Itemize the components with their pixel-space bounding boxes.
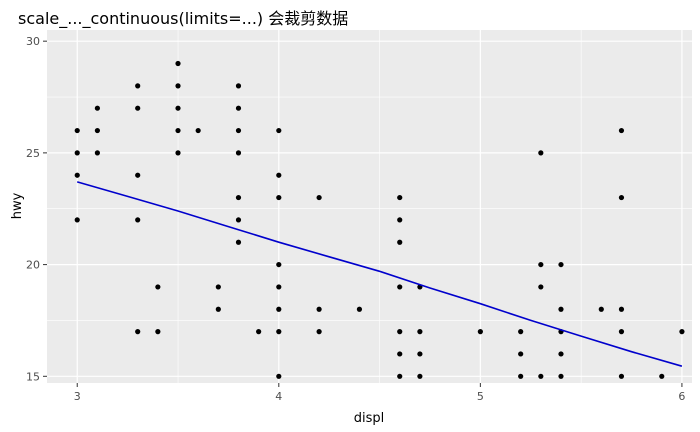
- data-point: [135, 105, 141, 111]
- x-tick-label: 5: [477, 390, 484, 403]
- data-point: [558, 373, 564, 379]
- data-point: [558, 306, 564, 312]
- data-point: [135, 217, 141, 223]
- data-point: [397, 284, 403, 290]
- data-point: [659, 373, 665, 379]
- x-tick-label: 6: [678, 390, 685, 403]
- data-point: [175, 60, 181, 67]
- y-tick-label: 30: [26, 35, 40, 48]
- y-tick-label: 20: [26, 259, 40, 272]
- data-point: [74, 172, 80, 178]
- y-axis-ticks: 15 20 25 30: [26, 35, 47, 383]
- data-point: [518, 351, 524, 357]
- data-point: [518, 329, 524, 335]
- data-point: [397, 217, 403, 223]
- data-point: [215, 306, 221, 312]
- y-axis-title: hwy: [10, 192, 25, 219]
- data-point: [538, 284, 544, 290]
- x-tick-label: 3: [74, 390, 81, 403]
- data-point: [175, 127, 181, 134]
- data-point: [618, 194, 625, 201]
- data-point: [397, 329, 403, 335]
- data-point: [538, 373, 544, 379]
- data-point: [618, 329, 625, 335]
- data-point: [397, 373, 403, 379]
- chart-title: scale_..._continuous(limits=...) 会裁剪数据: [18, 9, 349, 28]
- data-point: [316, 329, 322, 335]
- data-point: [538, 261, 544, 268]
- data-point: [276, 284, 282, 290]
- data-point: [235, 127, 242, 134]
- data-point: [155, 329, 161, 335]
- data-point: [74, 150, 80, 156]
- data-point: [175, 150, 181, 156]
- data-point: [94, 105, 100, 111]
- data-point: [195, 127, 201, 134]
- data-point: [558, 261, 564, 268]
- data-point: [276, 127, 282, 134]
- data-point: [94, 127, 100, 134]
- data-point: [316, 194, 322, 201]
- data-point: [618, 373, 625, 379]
- data-point: [94, 150, 100, 156]
- data-point: [135, 83, 141, 89]
- data-point: [558, 351, 564, 357]
- data-point: [155, 284, 161, 290]
- major-gridlines: [47, 30, 692, 383]
- x-axis-title: displ: [354, 411, 385, 426]
- data-point: [276, 329, 282, 335]
- data-point: [679, 329, 685, 335]
- data-point: [618, 306, 625, 312]
- data-point: [276, 261, 282, 268]
- data-point: [417, 373, 423, 379]
- data-point: [276, 194, 282, 201]
- data-point: [618, 127, 625, 134]
- data-point: [74, 217, 80, 223]
- fit-line: [76, 181, 683, 367]
- data-points: [74, 60, 685, 379]
- minor-gridlines: [47, 30, 692, 383]
- data-point: [538, 150, 544, 156]
- data-point: [215, 284, 221, 290]
- data-point: [276, 373, 282, 379]
- data-point: [235, 194, 242, 201]
- x-axis-ticks: 3 4 5 6: [74, 383, 685, 403]
- data-point: [235, 217, 242, 223]
- data-point: [175, 83, 181, 89]
- x-tick-label: 4: [275, 390, 282, 403]
- data-point: [518, 373, 524, 379]
- data-point: [598, 306, 604, 312]
- fit-line-group: [76, 181, 683, 367]
- plot-panel: [47, 30, 692, 383]
- data-point: [135, 329, 141, 335]
- data-point: [316, 306, 322, 312]
- data-point: [235, 105, 242, 111]
- data-point: [417, 329, 423, 335]
- data-point: [276, 306, 282, 312]
- data-point: [175, 105, 181, 111]
- data-point: [235, 150, 242, 156]
- data-point: [135, 172, 141, 178]
- data-point: [356, 306, 363, 312]
- data-point: [417, 351, 423, 357]
- data-point: [235, 83, 242, 89]
- data-point: [397, 351, 403, 357]
- y-tick-label: 15: [26, 370, 40, 383]
- data-point: [74, 127, 80, 134]
- data-point: [235, 239, 242, 245]
- y-tick-label: 25: [26, 147, 40, 160]
- data-point: [276, 172, 282, 178]
- data-point: [397, 239, 403, 245]
- data-point: [397, 194, 403, 201]
- data-point: [256, 329, 262, 335]
- data-point: [477, 329, 483, 335]
